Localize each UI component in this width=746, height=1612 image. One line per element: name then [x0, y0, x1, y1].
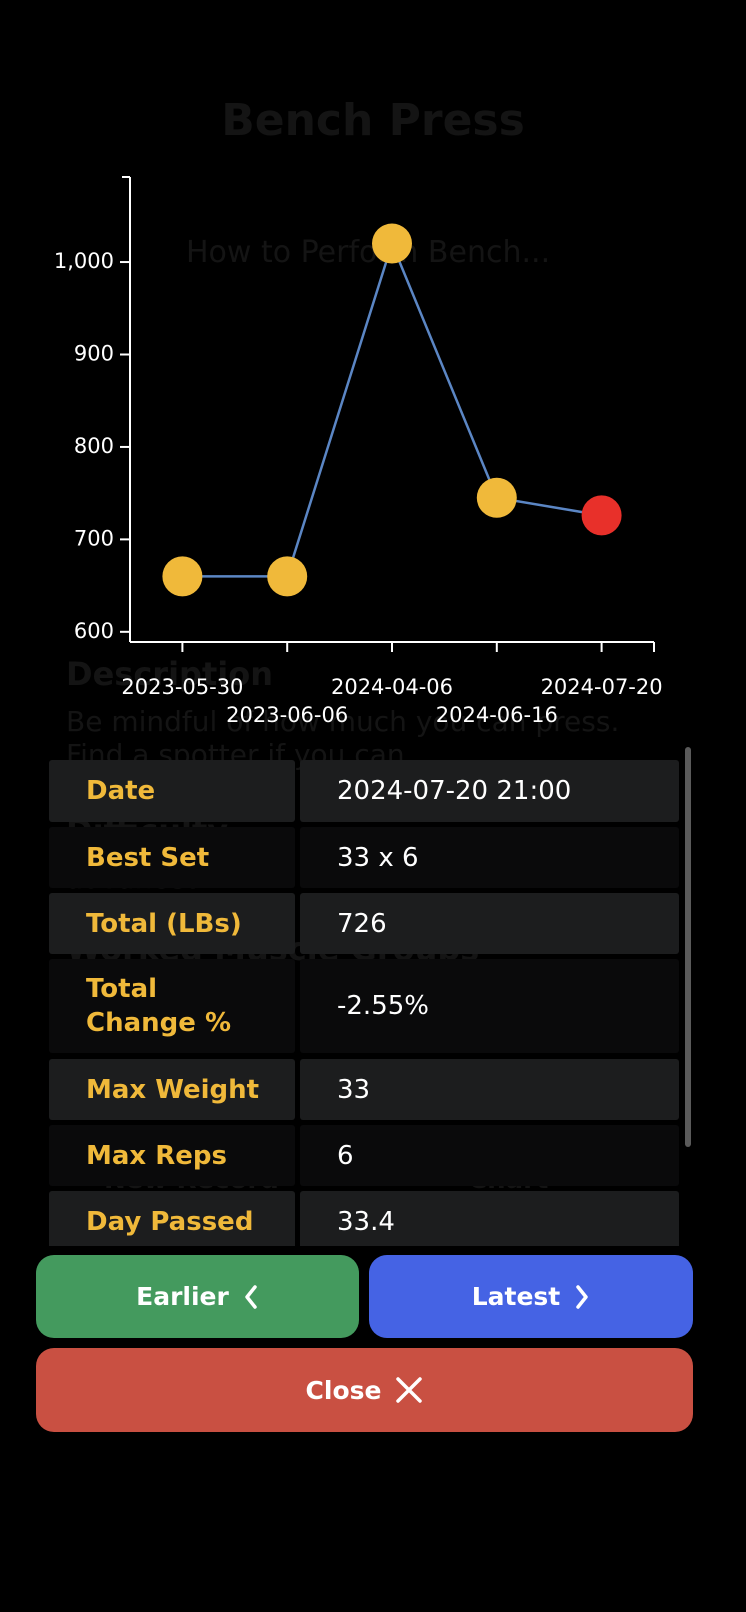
y-tick-label: 1,000	[54, 249, 114, 273]
bg-title: Bench Press	[221, 95, 525, 146]
button-label: Latest	[471, 1282, 561, 1311]
y-tick-label: 600	[74, 619, 114, 643]
button-label: Close	[305, 1375, 382, 1405]
close-button[interactable]: Close	[36, 1348, 693, 1432]
table-row: Best Set 33 x 6	[49, 827, 679, 888]
earlier-button[interactable]: Earlier	[36, 1255, 359, 1338]
chevron-left-icon	[245, 1284, 257, 1309]
cell-value: 2024-07-20 21:00	[300, 760, 679, 822]
cell-label: Max Weight	[49, 1059, 295, 1120]
x-tick-label: 2024-07-20	[541, 675, 663, 699]
table-row: Date 2024-07-20 21:00	[49, 760, 679, 822]
cell-value: 33 x 6	[300, 827, 679, 888]
line	[182, 239, 602, 578]
point	[581, 495, 622, 536]
y-tick-label: 800	[74, 434, 114, 458]
point	[267, 556, 308, 597]
table-row: Max Reps 6	[49, 1125, 679, 1186]
cell-label: Total (LBs)	[49, 893, 295, 954]
table-row: Day Passed 33.4	[49, 1191, 679, 1246]
scrollbar	[685, 747, 691, 1147]
stats-table: Date 2024-07-20 21:00 Best Set 33 x 6 Total …	[49, 760, 679, 1246]
x-tick-label: 2024-06-16	[436, 703, 558, 727]
point	[162, 556, 203, 597]
table-row: Total (LBs) 726	[49, 893, 679, 954]
cell-label: Total Change %	[49, 959, 295, 1053]
bg-video-title: How to Perform Bench...	[186, 235, 551, 270]
bg-heading: Description	[66, 655, 273, 693]
button-label: Earlier	[136, 1282, 229, 1311]
cell-label: Day Passed	[49, 1191, 295, 1246]
table-row: Total Change % -2.55%	[49, 959, 679, 1053]
cell-value: 33	[300, 1059, 679, 1120]
close-icon	[396, 1377, 423, 1403]
cell-value: 33.4	[300, 1191, 679, 1246]
table-row: Max Weight 33	[49, 1059, 679, 1120]
latest-button[interactable]: Latest	[369, 1255, 693, 1338]
x-tick-label: 2023-06-06	[226, 703, 348, 727]
chevron-right-icon	[576, 1284, 589, 1309]
y-tick-label: 700	[74, 526, 114, 550]
chart: 600 700 800 900 1,000 2023-05-30 2023-06-06 202…	[54, 176, 663, 727]
cell-label: Max Reps	[49, 1125, 295, 1186]
cell-value: 6	[300, 1125, 679, 1186]
cell-label: Date	[49, 760, 295, 822]
cell-label: Best Set	[49, 827, 295, 888]
point	[476, 477, 517, 518]
cell-value: 726	[300, 893, 679, 954]
y-tick-label: 900	[74, 341, 114, 365]
x-tick-label: 2023-05-30	[121, 675, 243, 699]
point	[372, 223, 412, 264]
cell-value: -2.55%	[300, 959, 679, 1053]
x-tick-label: 2024-04-06	[331, 675, 453, 699]
